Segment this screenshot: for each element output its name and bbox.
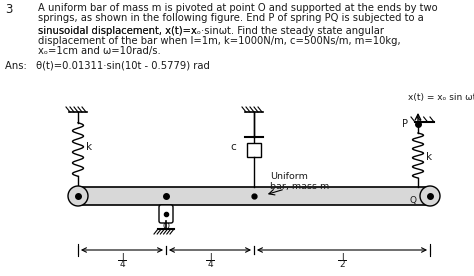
Text: displacement of the bar when l=1m, k=1000N/m, c=500Ns/m, m=10kg,: displacement of the bar when l=1m, k=100… xyxy=(38,36,401,46)
Text: Q: Q xyxy=(410,195,417,205)
Text: l: l xyxy=(209,253,211,262)
Text: 3: 3 xyxy=(5,3,12,16)
Bar xyxy=(78,187,430,205)
Text: 4: 4 xyxy=(207,260,213,269)
Text: Ans:   θ(t)=0.01311·sin(10t - 0.5779) rad: Ans: θ(t)=0.01311·sin(10t - 0.5779) rad xyxy=(5,60,210,70)
Text: Uniform: Uniform xyxy=(270,172,308,181)
Circle shape xyxy=(420,186,440,206)
Text: bar, mass m: bar, mass m xyxy=(270,182,329,191)
Text: x(t) = xₒ sin ωt: x(t) = xₒ sin ωt xyxy=(408,93,474,102)
Bar xyxy=(247,142,261,156)
Text: 4: 4 xyxy=(119,260,125,269)
Text: O: O xyxy=(163,222,170,231)
Text: sinusoidal displacement, x(t)=xₒ·sinωt. Find the steady state angular: sinusoidal displacement, x(t)=xₒ·sinωt. … xyxy=(38,26,384,36)
Text: sinusoidal displacement, x(t)=x: sinusoidal displacement, x(t)=x xyxy=(38,26,197,36)
Text: P: P xyxy=(402,119,408,129)
Text: A uniform bar of mass m is pivoted at point O and supported at the ends by two: A uniform bar of mass m is pivoted at po… xyxy=(38,3,438,13)
Text: l: l xyxy=(121,253,123,262)
Text: xₒ=1cm and ω=10rad/s.: xₒ=1cm and ω=10rad/s. xyxy=(38,46,161,56)
Text: k: k xyxy=(426,152,432,161)
Text: l: l xyxy=(341,253,343,262)
FancyBboxPatch shape xyxy=(159,205,173,223)
Text: springs, as shown in the following figure. End P of spring PQ is subjected to a: springs, as shown in the following figur… xyxy=(38,13,424,23)
Text: c: c xyxy=(230,142,236,152)
Circle shape xyxy=(68,186,88,206)
Text: 2: 2 xyxy=(339,260,345,269)
Text: k: k xyxy=(86,142,92,152)
